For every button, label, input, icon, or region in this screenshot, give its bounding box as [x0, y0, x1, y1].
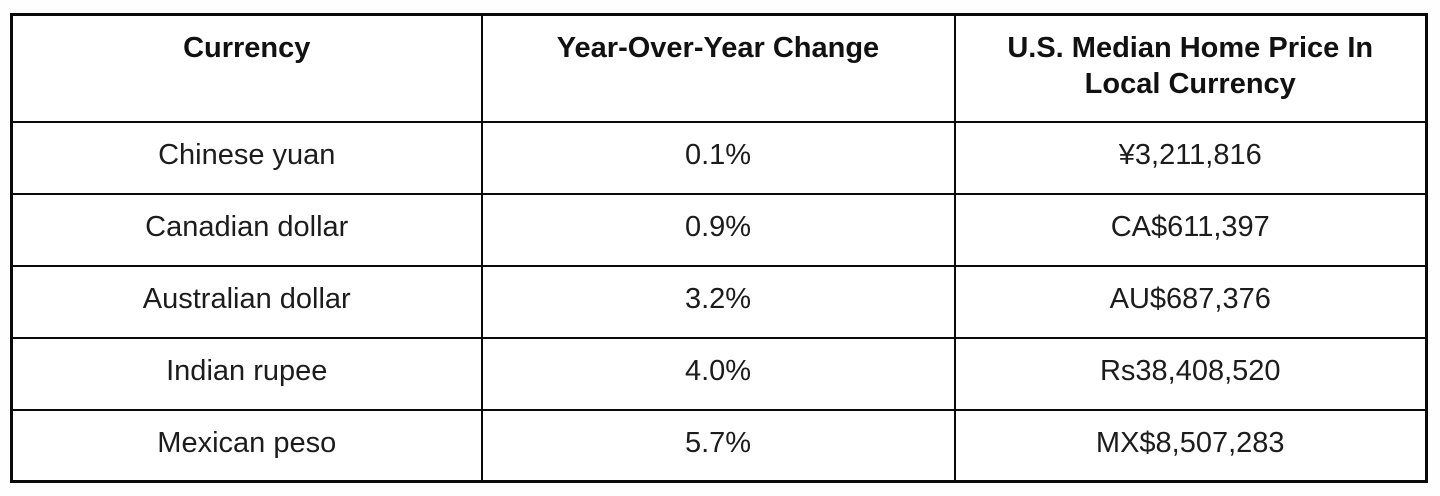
- cell-currency: Australian dollar: [10, 264, 483, 339]
- currency-home-price-table: Currency Year-Over-Year Change U.S. Medi…: [10, 13, 1428, 483]
- column-header-yoy-change-label: Year-Over-Year Change: [556, 32, 880, 64]
- cell-yoy-change: 0.9%: [480, 192, 956, 267]
- column-header-median-home-price-label: U.S. Median Home Price In Local Currency: [1007, 32, 1374, 100]
- cell-home-price: MX$8,507,283: [953, 408, 1428, 483]
- table-row-indian-rupee: Indian rupee 4.0% Rs38,408,520: [10, 336, 1428, 411]
- cell-currency: Mexican peso: [10, 408, 483, 483]
- cell-home-price: CA$611,397: [953, 192, 1428, 267]
- table-row-canadian-dollar: Canadian dollar 0.9% CA$611,397: [10, 192, 1428, 267]
- column-header-yoy-change: Year-Over-Year Change: [480, 13, 956, 123]
- column-header-median-home-price: U.S. Median Home Price In Local Currency: [953, 13, 1428, 123]
- table-row-australian-dollar: Australian dollar 3.2% AU$687,376: [10, 264, 1428, 339]
- cell-currency: Indian rupee: [10, 336, 483, 411]
- cell-yoy-change: 5.7%: [480, 408, 956, 483]
- currency-table-container: Currency Year-Over-Year Change U.S. Medi…: [10, 13, 1428, 483]
- cell-yoy-change: 4.0%: [480, 336, 956, 411]
- column-header-currency-label: Currency: [183, 32, 311, 64]
- cell-currency: Chinese yuan: [10, 120, 483, 195]
- table-row-chinese-yuan: Chinese yuan 0.1% ¥3,211,816: [10, 120, 1428, 195]
- cell-home-price: Rs38,408,520: [953, 336, 1428, 411]
- table-row-mexican-peso: Mexican peso 5.7% MX$8,507,283: [10, 408, 1428, 483]
- cell-yoy-change: 3.2%: [480, 264, 956, 339]
- column-header-currency: Currency: [10, 13, 483, 123]
- cell-yoy-change: 0.1%: [480, 120, 956, 195]
- cell-home-price: ¥3,211,816: [953, 120, 1428, 195]
- table-header-row: Currency Year-Over-Year Change U.S. Medi…: [10, 13, 1428, 123]
- cell-home-price: AU$687,376: [953, 264, 1428, 339]
- cell-currency: Canadian dollar: [10, 192, 483, 267]
